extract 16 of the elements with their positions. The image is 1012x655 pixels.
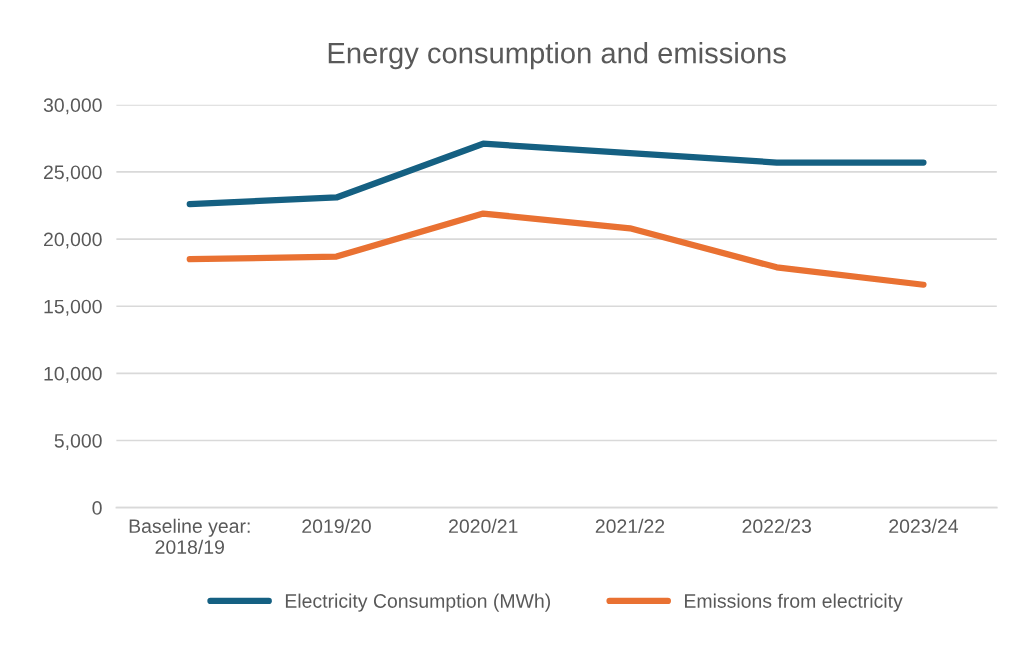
x-tick-label: 2022/23 [742,518,811,534]
y-tick-label: 0 [92,501,102,515]
y-tick-label: 25,000 [44,165,102,182]
y-tick-label: 20,000 [44,232,102,249]
legend-label: Emissions from electricity [685,593,903,612]
x-tick-label: 2021/22 [595,518,665,534]
y-tick-label: 30,000 [43,98,102,115]
y-tick-label: 5,000 [54,433,102,451]
y-tick-label: 15,000 [44,299,102,316]
x-tick-label: 2023/24 [889,518,959,534]
x-tick-label: Baseline year: 2018/19 [129,518,250,554]
x-tick-label: 2020/21 [449,518,518,534]
x-tick-label: 2019/20 [302,518,371,534]
legend-label: Electricity Consumption (MWh) [285,593,551,612]
y-tick-label: 10,000 [44,366,102,383]
chart-title: Energy consumption and emissions [328,42,786,70]
